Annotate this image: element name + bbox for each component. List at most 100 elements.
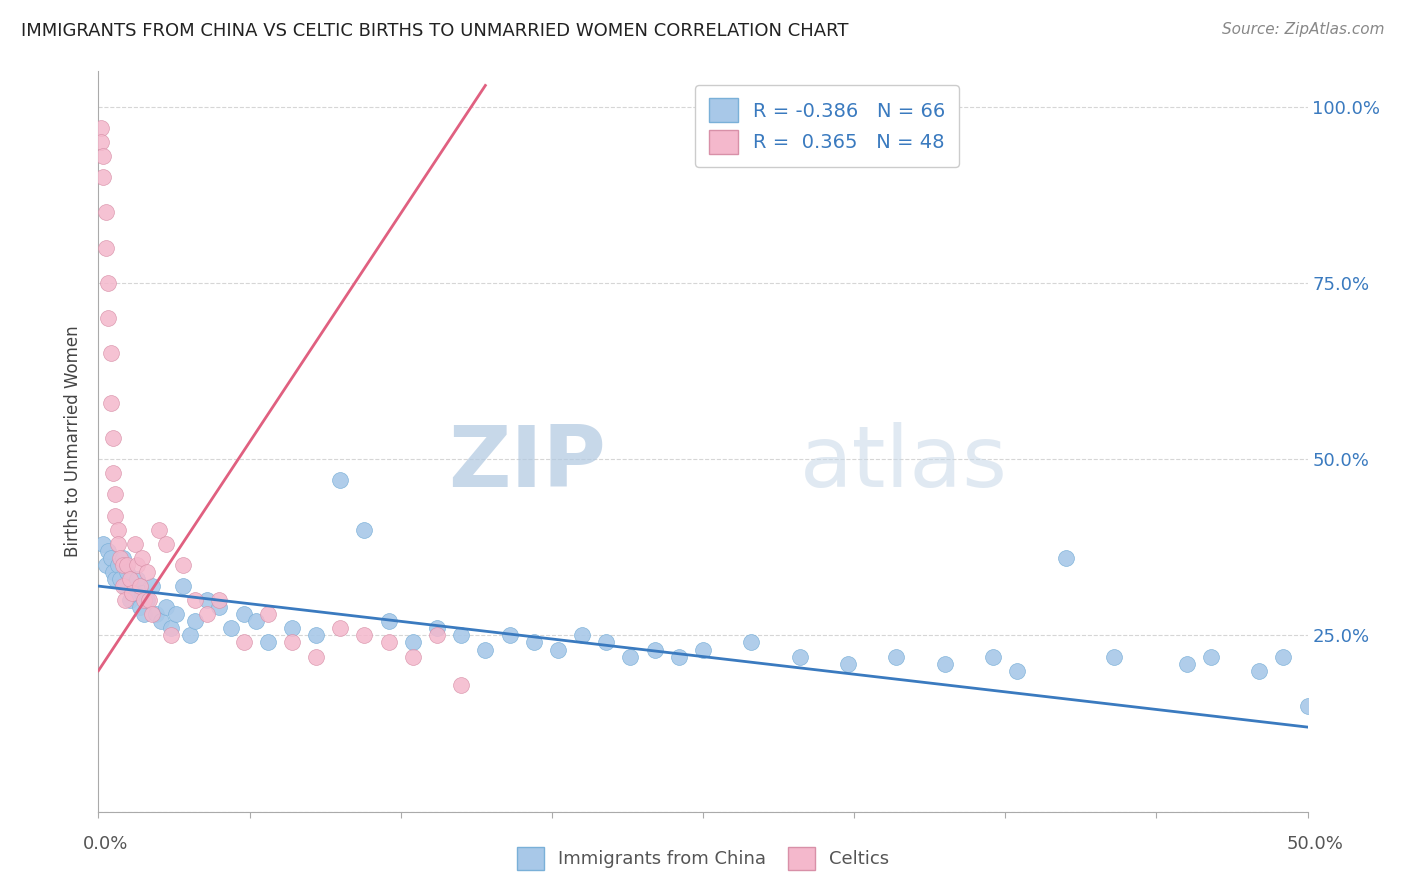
- Point: [155, 600, 177, 615]
- Point: [114, 579, 136, 593]
- Point: [450, 628, 472, 642]
- Point: [117, 558, 139, 572]
- Point: [184, 593, 207, 607]
- Point: [1102, 649, 1125, 664]
- Point: [934, 657, 956, 671]
- Point: [121, 579, 143, 593]
- Point: [789, 649, 811, 664]
- Point: [1175, 657, 1198, 671]
- Point: [107, 523, 129, 537]
- Point: [281, 621, 304, 635]
- Point: [94, 241, 117, 255]
- Point: [1199, 649, 1222, 664]
- Point: [104, 572, 127, 586]
- Point: [450, 678, 472, 692]
- Point: [118, 572, 141, 586]
- Point: [124, 586, 146, 600]
- Point: [172, 558, 194, 572]
- Point: [353, 523, 375, 537]
- Point: [97, 276, 120, 290]
- Point: [281, 635, 304, 649]
- Point: [145, 607, 167, 622]
- Point: [131, 550, 153, 565]
- Point: [886, 649, 908, 664]
- Point: [160, 621, 183, 635]
- Y-axis label: Births to Unmarried Women: Births to Unmarried Women: [65, 326, 83, 558]
- Point: [100, 346, 122, 360]
- Point: [245, 615, 267, 629]
- Point: [118, 593, 141, 607]
- Point: [305, 649, 328, 664]
- Point: [104, 487, 127, 501]
- Point: [498, 628, 520, 642]
- Text: IMMIGRANTS FROM CHINA VS CELTIC BIRTHS TO UNMARRIED WOMEN CORRELATION CHART: IMMIGRANTS FROM CHINA VS CELTIC BIRTHS T…: [21, 22, 849, 40]
- Point: [1296, 698, 1319, 713]
- Point: [101, 467, 124, 481]
- Point: [134, 593, 156, 607]
- Point: [329, 473, 352, 487]
- Text: 50.0%: 50.0%: [1286, 835, 1343, 853]
- Legend: Immigrants from China, Celtics: Immigrants from China, Celtics: [509, 840, 897, 877]
- Point: [97, 311, 120, 326]
- Point: [329, 621, 352, 635]
- Point: [740, 635, 762, 649]
- Point: [208, 600, 231, 615]
- Point: [101, 565, 124, 579]
- Point: [232, 635, 254, 649]
- Point: [135, 565, 157, 579]
- Point: [1272, 649, 1295, 664]
- Point: [571, 628, 593, 642]
- Point: [100, 550, 122, 565]
- Point: [134, 607, 156, 622]
- Point: [256, 635, 278, 649]
- Point: [97, 544, 120, 558]
- Point: [172, 579, 194, 593]
- Text: Source: ZipAtlas.com: Source: ZipAtlas.com: [1222, 22, 1385, 37]
- Point: [90, 120, 112, 135]
- Point: [619, 649, 641, 664]
- Point: [128, 600, 150, 615]
- Point: [124, 537, 146, 551]
- Point: [141, 607, 163, 622]
- Point: [104, 508, 127, 523]
- Point: [100, 396, 122, 410]
- Point: [426, 628, 449, 642]
- Point: [837, 657, 859, 671]
- Point: [94, 205, 117, 219]
- Point: [195, 607, 218, 622]
- Point: [426, 621, 449, 635]
- Point: [523, 635, 546, 649]
- Point: [160, 628, 183, 642]
- Point: [150, 615, 173, 629]
- Point: [135, 593, 157, 607]
- Point: [184, 615, 207, 629]
- Point: [138, 593, 160, 607]
- Point: [668, 649, 690, 664]
- Text: ZIP: ZIP: [449, 422, 606, 505]
- Point: [165, 607, 187, 622]
- Point: [107, 558, 129, 572]
- Point: [141, 579, 163, 593]
- Point: [256, 607, 278, 622]
- Point: [644, 642, 666, 657]
- Point: [91, 537, 114, 551]
- Point: [402, 649, 425, 664]
- Point: [155, 537, 177, 551]
- Point: [595, 635, 617, 649]
- Point: [232, 607, 254, 622]
- Point: [377, 615, 399, 629]
- Point: [1054, 550, 1077, 565]
- Point: [107, 537, 129, 551]
- Point: [221, 621, 243, 635]
- Point: [117, 565, 139, 579]
- Point: [91, 170, 114, 185]
- Point: [692, 642, 714, 657]
- Point: [195, 593, 218, 607]
- Point: [353, 628, 375, 642]
- Point: [127, 572, 149, 586]
- Point: [114, 593, 136, 607]
- Point: [108, 550, 131, 565]
- Point: [1249, 664, 1271, 678]
- Text: 0.0%: 0.0%: [83, 835, 128, 853]
- Point: [402, 635, 425, 649]
